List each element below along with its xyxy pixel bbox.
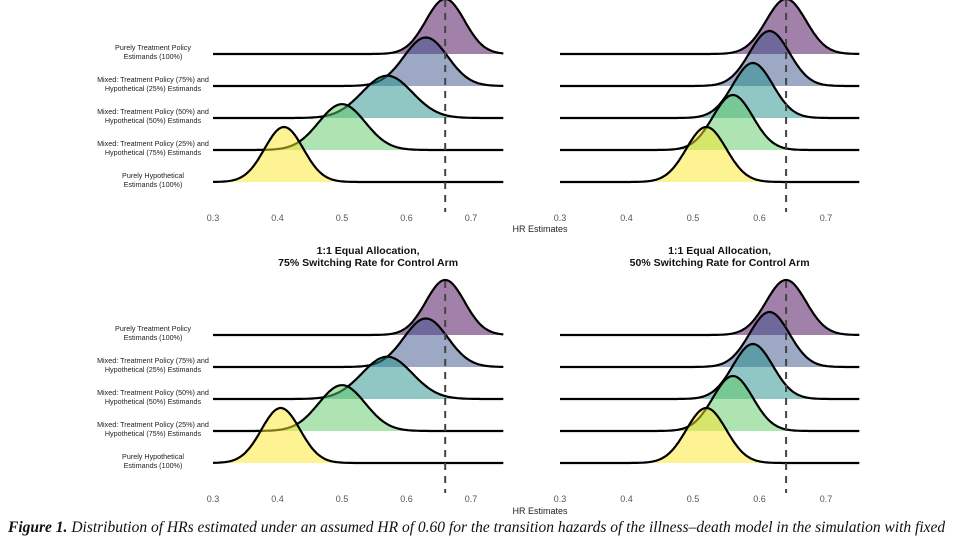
- x-axis-label: HR Estimates: [512, 224, 568, 234]
- y-category-label: Purely Treatment Policy: [115, 324, 191, 333]
- panel-top-right: 0.3 0.4 0.5 0.6 0.7 1:1 Equal Allocation,50% …: [554, 0, 860, 269]
- ridge-fill: [361, 318, 491, 367]
- ridge-line: [560, 93, 860, 152]
- x-tick-label: 0.5: [336, 213, 349, 223]
- ridge-fill: [361, 37, 491, 86]
- y-category-label: Mixed: Treatment Policy (50%) and: [97, 388, 209, 397]
- x-tick-label: 0.6: [753, 213, 766, 223]
- y-category-label: Mixed: Treatment Policy (75%) and: [97, 75, 209, 84]
- ridge-line: [213, 355, 504, 401]
- figure: 0.3 0.4 0.5 0.6 0.7 HR Estimates Purely Treatm…: [97, 0, 860, 516]
- x-tick-label: 0.4: [620, 213, 633, 223]
- panel-title: 75% Switching Rate for Control Arm: [278, 257, 458, 269]
- x-tick-label: 0.7: [820, 494, 833, 504]
- y-category-label: Estimands (100%): [124, 461, 183, 470]
- ridge-line: [560, 278, 860, 337]
- y-category-label: Hypothetical (75%) Estimands: [105, 429, 202, 438]
- ridge-fill: [273, 104, 411, 150]
- y-category-label: Mixed: Treatment Policy (75%) and: [97, 356, 209, 365]
- y-category-label: Hypothetical (25%) Estimands: [105, 365, 202, 374]
- ridge-line: [213, 317, 504, 369]
- x-tick-label: 0.6: [400, 213, 413, 223]
- caption-label: Figure 1.: [8, 519, 68, 536]
- x-tick-label: 0.7: [820, 213, 833, 223]
- panel-title: 1:1 Equal Allocation,: [668, 245, 771, 257]
- x-tick-label: 0.6: [400, 494, 413, 504]
- x-tick-label: 0.3: [207, 494, 220, 504]
- x-tick-label: 0.3: [554, 494, 567, 504]
- ridge-fill: [273, 385, 411, 431]
- ridge-line: [560, 374, 860, 433]
- y-category-label: Purely Hypothetical: [122, 171, 184, 180]
- ridge-line: [213, 103, 504, 152]
- x-tick-label: 0.4: [271, 494, 284, 504]
- ridge-line: [213, 278, 504, 337]
- x-tick-label: 0.3: [207, 213, 220, 223]
- ridge-line: [560, 406, 860, 465]
- ridge-fill: [223, 408, 339, 463]
- x-tick-label: 0.4: [620, 494, 633, 504]
- y-category-label: Mixed: Treatment Policy (50%) and: [97, 107, 209, 116]
- ridge-line: [212, 406, 504, 465]
- y-category-label: Purely Hypothetical: [122, 452, 184, 461]
- ridge-line: [213, 125, 504, 184]
- x-tick-label: 0.7: [465, 213, 478, 223]
- y-category-label: Estimands (100%): [124, 52, 183, 61]
- y-category-label: Purely Treatment Policy: [115, 43, 191, 52]
- x-tick-label: 0.3: [554, 213, 567, 223]
- x-tick-label: 0.5: [336, 494, 349, 504]
- y-category-label: Hypothetical (25%) Estimands: [105, 84, 202, 93]
- panel-top-left: 0.3 0.4 0.5 0.6 0.7 HR Estimates Purely Treatm…: [97, 0, 568, 234]
- x-axis-label: HR Estimates: [512, 506, 568, 516]
- ridge-fill: [646, 127, 767, 182]
- panel-bottom-left: 0.3 0.4 0.5 0.6 0.7 HR Estimates Purely Treatm…: [97, 245, 568, 516]
- x-tick-label: 0.4: [271, 213, 284, 223]
- ridge-line: [213, 0, 504, 56]
- ridge-line: [213, 36, 504, 88]
- x-tick-label: 0.7: [465, 494, 478, 504]
- y-category-label: Hypothetical (50%) Estimands: [105, 397, 202, 406]
- caption-text: Distribution of HRs estimated under an a…: [71, 519, 946, 536]
- panel-title: 1:1 Equal Allocation,: [317, 245, 420, 257]
- panel-title: 50% Switching Rate for Control Arm: [630, 257, 810, 269]
- x-tick-label: 0.5: [687, 494, 700, 504]
- y-category-label: Hypothetical (50%) Estimands: [105, 116, 202, 125]
- ridge-line: [560, 61, 860, 120]
- panel-bottom-right: 0.3 0.4 0.5 0.6 0.7: [554, 278, 860, 504]
- ridge-line: [560, 310, 860, 369]
- ridge-fill: [646, 408, 767, 463]
- figure-caption: Figure 1. Distribution of HRs estimated …: [8, 519, 945, 537]
- ridge-line: [213, 74, 504, 120]
- ridge-line: [560, 29, 860, 88]
- x-tick-label: 0.5: [687, 213, 700, 223]
- y-category-label: Estimands (100%): [124, 333, 183, 342]
- ridge-line: [560, 125, 860, 184]
- y-category-label: Mixed: Treatment Policy (25%) and: [97, 139, 209, 148]
- ridge-line: [560, 0, 860, 56]
- y-category-label: Mixed: Treatment Policy (25%) and: [97, 420, 209, 429]
- y-category-label: Estimands (100%): [124, 180, 183, 189]
- y-category-label: Hypothetical (75%) Estimands: [105, 148, 202, 157]
- ridge-fill: [225, 127, 342, 182]
- x-tick-label: 0.6: [753, 494, 766, 504]
- ridge-line: [560, 342, 860, 401]
